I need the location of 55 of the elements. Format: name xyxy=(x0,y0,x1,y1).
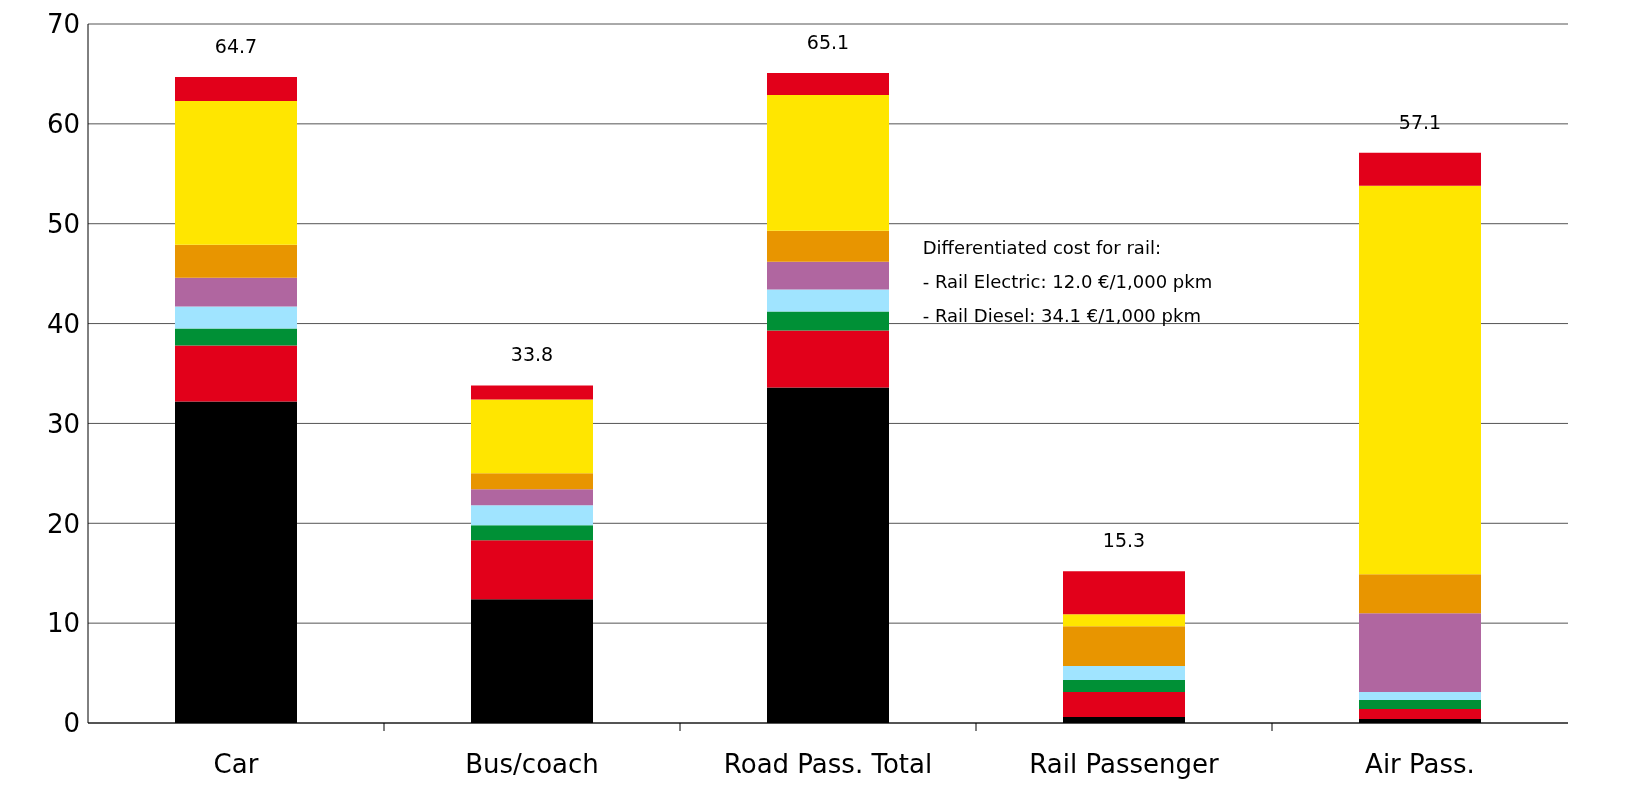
y-tick-label: 60 xyxy=(46,109,80,140)
bar xyxy=(1063,614,1185,627)
annotation: - Rail Diesel: 34.1 €/1,000 pkm xyxy=(922,304,1201,326)
bar xyxy=(471,525,593,541)
bar xyxy=(767,289,889,312)
bar xyxy=(471,473,593,490)
bar xyxy=(1063,626,1185,667)
x-tick-label: Rail Passenger xyxy=(1029,749,1219,780)
bar xyxy=(767,330,889,388)
total-label: 15.3 xyxy=(1102,529,1146,552)
bar xyxy=(767,311,889,331)
bar xyxy=(1063,571,1185,615)
bar xyxy=(1359,185,1481,575)
annotation: - Rail Electric: 12.0 €/1,000 pkm xyxy=(922,270,1213,292)
bar xyxy=(767,72,889,95)
bar xyxy=(175,100,297,245)
bar xyxy=(767,261,889,290)
bar xyxy=(175,328,297,346)
bar xyxy=(1063,692,1185,718)
bar xyxy=(175,76,297,101)
bar xyxy=(471,489,593,506)
x-tick-label: Road Pass. Total xyxy=(723,749,933,780)
bar xyxy=(1063,666,1185,681)
total-label: 64.7 xyxy=(214,34,258,57)
bar xyxy=(1359,574,1481,614)
bar xyxy=(175,244,297,278)
bar xyxy=(471,385,593,400)
bar xyxy=(175,277,297,307)
bar xyxy=(1359,613,1481,693)
bar xyxy=(471,399,593,474)
total-label: 65.1 xyxy=(806,30,850,53)
y-tick-label: 50 xyxy=(46,208,80,239)
total-label: 57.1 xyxy=(1398,110,1442,133)
bar xyxy=(1359,692,1481,701)
bar xyxy=(175,306,297,329)
y-tick-label: 20 xyxy=(46,508,80,539)
bar xyxy=(767,230,889,262)
bar xyxy=(175,345,297,402)
y-tick-label: 0 xyxy=(63,708,80,739)
bar xyxy=(767,94,889,231)
y-tick-label: 40 xyxy=(46,308,80,339)
x-tick-label: Car xyxy=(213,749,259,780)
bar xyxy=(1063,680,1185,693)
bar xyxy=(1359,709,1481,720)
annotation: Differentiated cost for rail: xyxy=(922,236,1161,258)
y-tick-label: 10 xyxy=(46,608,80,639)
bar xyxy=(1359,700,1481,710)
bar xyxy=(471,540,593,600)
y-tick-label: 70 xyxy=(46,9,80,40)
bar xyxy=(1359,152,1481,186)
x-tick-label: Air Pass. xyxy=(1365,749,1475,780)
bar xyxy=(471,505,593,526)
total-label: 33.8 xyxy=(510,343,554,366)
x-tick-label: Bus/coach xyxy=(465,749,599,780)
y-tick-label: 30 xyxy=(46,408,80,439)
